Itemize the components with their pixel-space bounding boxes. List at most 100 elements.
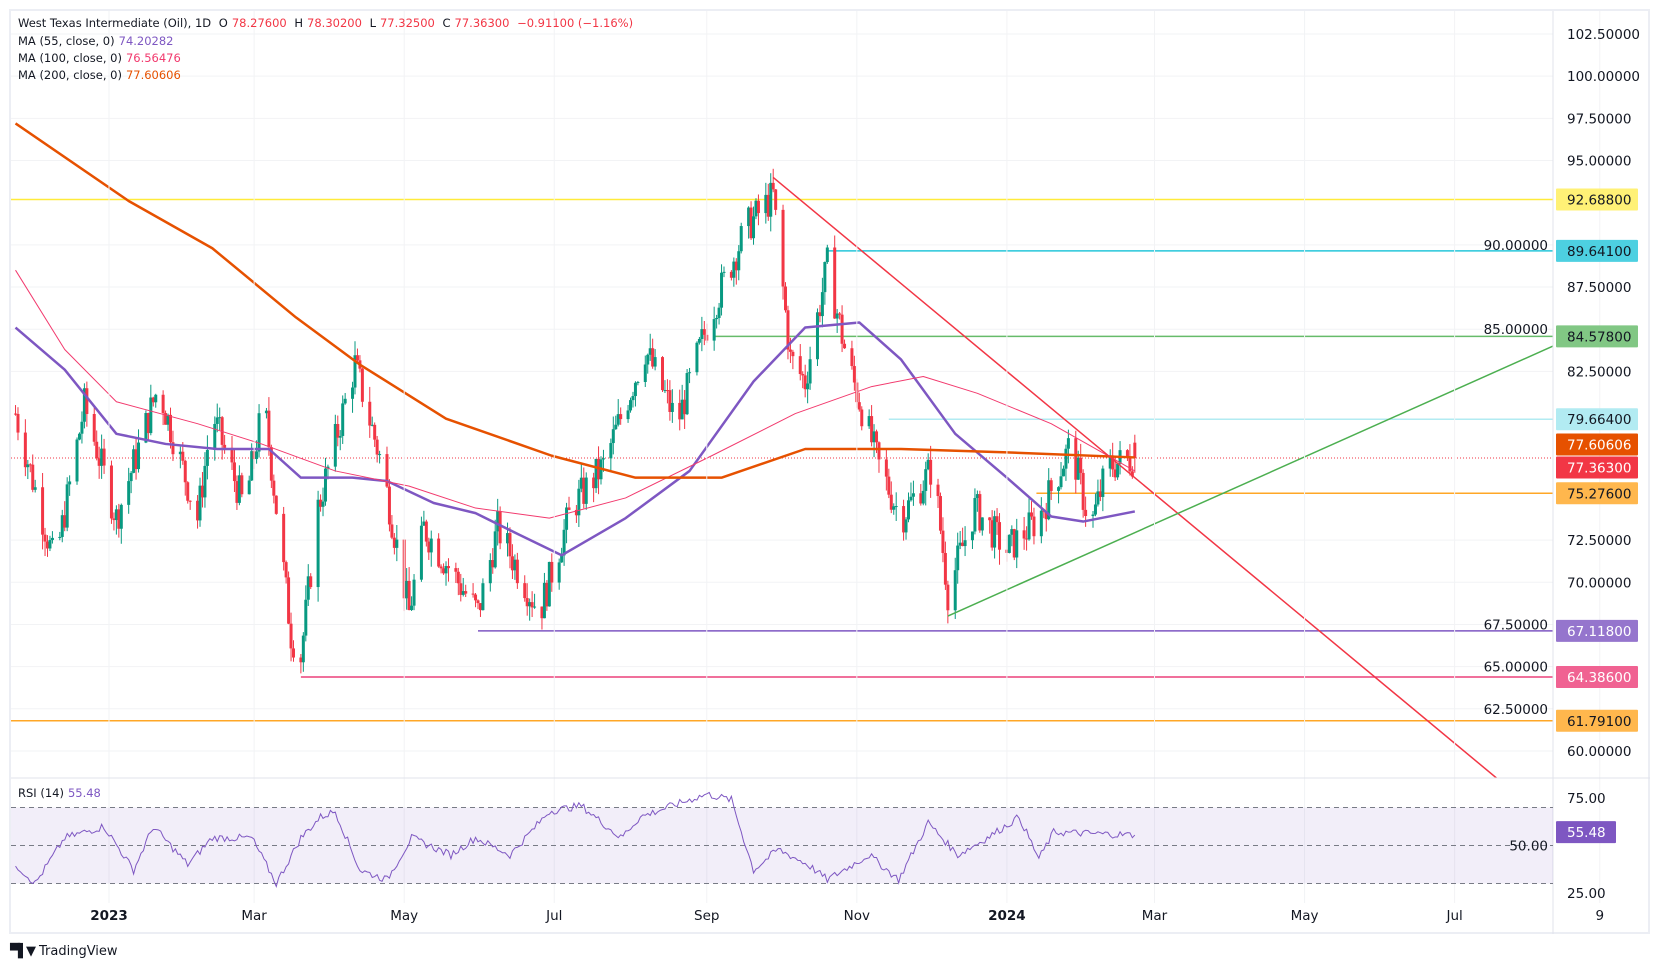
- candle: [474, 593, 478, 608]
- candle: [697, 336, 701, 345]
- open-label: O: [218, 16, 228, 30]
- candle-body: [33, 487, 37, 490]
- candle-body: [373, 424, 377, 440]
- candle: [235, 475, 239, 510]
- candle: [924, 461, 928, 506]
- candle: [754, 198, 758, 220]
- candle: [1007, 534, 1011, 554]
- ma55-legend[interactable]: MA (55, close, 0) 74.20282: [18, 34, 178, 48]
- rsi-value-tag-text: 55.48: [1567, 825, 1606, 841]
- candle-body: [442, 568, 446, 574]
- candle: [998, 513, 1002, 565]
- tradingview-logo[interactable]: ▀▌▼ TradingView: [10, 944, 118, 959]
- candle-body: [1039, 510, 1043, 537]
- time-tick-label: 9: [1595, 908, 1604, 924]
- candle-body: [961, 542, 965, 547]
- candle-body: [648, 348, 652, 355]
- candle-body: [907, 500, 910, 520]
- candle-body: [444, 566, 448, 574]
- candle: [513, 554, 517, 580]
- candle: [264, 407, 268, 419]
- candle-body: [579, 477, 583, 489]
- candle-body: [1098, 491, 1102, 497]
- candle: [510, 544, 514, 580]
- candle: [614, 415, 618, 430]
- candle-body: [943, 552, 947, 585]
- candle: [720, 264, 724, 316]
- candle: [282, 506, 286, 571]
- price-tick-label: 85.00000: [1484, 322, 1548, 338]
- ma200-legend[interactable]: MA (200, close, 0) 77.60606: [18, 68, 185, 82]
- candle-body: [936, 484, 940, 497]
- candle: [493, 519, 497, 569]
- candle: [545, 580, 549, 611]
- candle-body: [419, 525, 423, 580]
- candle: [636, 380, 640, 386]
- candle-body: [196, 500, 200, 521]
- candle: [304, 585, 308, 642]
- price-tag-text: 77.36300: [1567, 461, 1631, 477]
- candle-body: [872, 431, 876, 443]
- candle: [289, 612, 293, 662]
- candle: [542, 572, 546, 619]
- candle: [619, 407, 623, 425]
- candle: [850, 340, 854, 370]
- candle-body: [636, 382, 640, 384]
- candle-body: [95, 441, 99, 459]
- candle-body: [459, 583, 463, 595]
- candle: [550, 553, 554, 592]
- candle: [247, 475, 251, 495]
- candle: [323, 457, 327, 506]
- candle-body: [392, 537, 396, 548]
- candle: [857, 392, 861, 412]
- candle: [670, 389, 674, 423]
- candle-body: [375, 439, 379, 455]
- candle-body: [1108, 455, 1112, 469]
- candle-body: [28, 464, 32, 466]
- candle-body: [326, 466, 330, 469]
- candle: [166, 413, 170, 431]
- candle: [144, 410, 148, 444]
- candle-body: [688, 372, 692, 374]
- candle-body: [754, 200, 758, 217]
- candle: [1101, 465, 1105, 512]
- candle: [648, 333, 652, 361]
- candle-body: [702, 329, 706, 335]
- candle-body: [1007, 534, 1011, 553]
- candle-body: [427, 541, 431, 553]
- candle-body: [631, 396, 635, 401]
- candle: [685, 369, 689, 416]
- candle-body: [990, 520, 994, 548]
- candle-body: [85, 388, 89, 414]
- candle-body: [577, 488, 581, 516]
- candle: [887, 468, 891, 499]
- candle: [63, 501, 67, 532]
- ma100-legend[interactable]: MA (100, close, 0) 76.56476: [18, 51, 185, 65]
- high-value: 78.30200: [307, 16, 362, 30]
- candle: [577, 479, 581, 527]
- rsi-legend[interactable]: RSI (14) 55.48: [18, 786, 105, 800]
- candle: [665, 379, 669, 404]
- candle-body: [993, 516, 997, 548]
- candle: [921, 480, 925, 506]
- candle: [446, 558, 450, 582]
- candle-body: [515, 559, 519, 584]
- candle-body: [119, 504, 123, 529]
- candle: [958, 531, 962, 550]
- candle: [784, 282, 787, 313]
- candle: [395, 525, 399, 562]
- candle-body: [109, 465, 113, 519]
- candle-body: [41, 487, 45, 535]
- candle-body: [188, 500, 192, 502]
- candle-body: [323, 468, 327, 502]
- candle-body: [422, 521, 426, 526]
- candle: [936, 478, 940, 508]
- candle-body: [289, 623, 293, 649]
- time-tick-label: Sep: [694, 908, 719, 924]
- level-price-tag-bg: [1556, 619, 1638, 642]
- candle: [14, 405, 18, 416]
- candle-body: [1116, 463, 1120, 478]
- candle: [1116, 463, 1120, 480]
- candle: [963, 526, 967, 557]
